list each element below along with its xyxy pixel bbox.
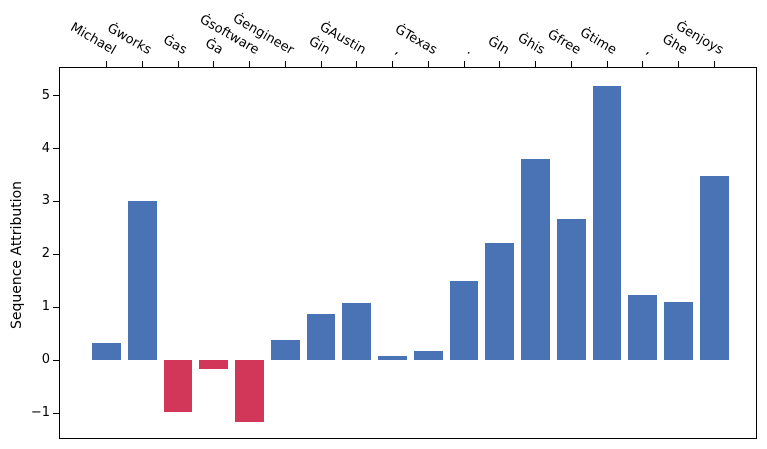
x-tick-mark — [141, 61, 143, 67]
bar — [199, 360, 229, 369]
y-tick-label: 1 — [41, 299, 50, 315]
x-tick-mark — [535, 61, 536, 67]
x-tick-mark — [320, 61, 322, 67]
y-tick-label: 4 — [41, 140, 50, 156]
y-tick-mark — [53, 200, 59, 202]
y-tick-mark — [53, 306, 59, 308]
bar — [485, 242, 515, 361]
token-label: Ġfree — [544, 27, 583, 58]
y-tick-mark — [53, 253, 59, 255]
bar — [270, 339, 300, 361]
bar — [449, 280, 479, 361]
bar — [556, 219, 586, 361]
y-tick-label: 3 — [41, 193, 50, 209]
bar — [127, 201, 157, 361]
bar — [378, 355, 407, 361]
token-label: , — [392, 42, 404, 58]
x-tick-mark — [499, 61, 501, 67]
token-label: . — [464, 42, 476, 58]
bar — [306, 313, 336, 361]
token-label: ĠTexas — [392, 22, 440, 58]
x-tick-mark — [713, 61, 715, 67]
x-tick-mark — [356, 61, 358, 67]
bar — [163, 360, 193, 413]
y-tick-label: 0 — [41, 352, 50, 368]
token-label: Ġhis — [514, 30, 547, 58]
y-tick-mark — [53, 412, 59, 414]
x-tick-mark — [678, 61, 679, 67]
x-tick-mark — [427, 61, 429, 67]
bar — [235, 360, 264, 422]
x-tick-mark — [106, 61, 107, 67]
y-tick-label: −1 — [30, 405, 50, 421]
token-label: Ġas — [160, 32, 190, 58]
y-tick-mark — [53, 148, 59, 149]
bar — [342, 303, 372, 361]
bar — [664, 301, 693, 361]
x-tick-mark — [284, 61, 286, 67]
x-tick-mark — [249, 61, 250, 67]
bar — [413, 350, 443, 361]
y-tick-mark — [53, 95, 59, 97]
y-tick-mark — [53, 359, 59, 361]
bar — [699, 176, 729, 361]
token-label: ĠIn — [484, 33, 512, 58]
x-tick-mark — [177, 61, 179, 67]
x-tick-mark — [392, 61, 393, 67]
x-tick-mark — [642, 61, 644, 67]
y-tick-label: 2 — [41, 246, 50, 262]
x-tick-mark — [213, 61, 215, 67]
y-tick-label: 5 — [41, 87, 50, 103]
token-label: Ġtime — [576, 25, 619, 58]
token-label: , — [643, 42, 655, 58]
bar — [92, 343, 121, 361]
bar — [592, 86, 622, 361]
bar — [628, 294, 658, 361]
bar — [521, 158, 550, 361]
x-tick-mark — [570, 61, 572, 67]
x-tick-mark — [463, 61, 465, 67]
x-tick-mark — [606, 61, 608, 67]
